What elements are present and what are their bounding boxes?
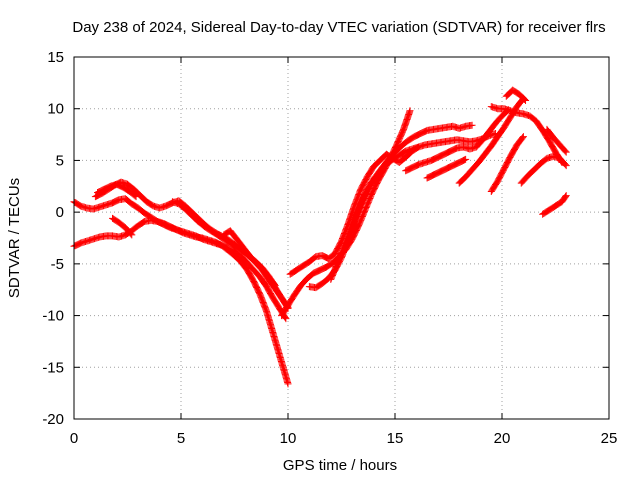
data-point bbox=[406, 107, 414, 115]
x-tick-label: 5 bbox=[177, 430, 185, 447]
x-tick-labels: 0 5 10 15 20 25 bbox=[70, 430, 618, 447]
series-arc-20 bbox=[109, 214, 136, 239]
data-point bbox=[562, 192, 570, 200]
series-arc-17 bbox=[543, 125, 570, 156]
y-tick-label: -20 bbox=[42, 411, 64, 428]
data-point bbox=[462, 155, 470, 163]
data-point bbox=[519, 133, 527, 141]
x-tick-label: 20 bbox=[494, 430, 511, 447]
data-point bbox=[561, 147, 569, 155]
data-point bbox=[127, 230, 135, 238]
series-arc-14 bbox=[487, 133, 527, 195]
y-tick-label: -15 bbox=[42, 359, 64, 376]
series-arc-13 bbox=[487, 103, 566, 166]
chart-title: Day 238 of 2024, Sidereal Day-to-day VTE… bbox=[72, 19, 605, 36]
series-arc-15 bbox=[502, 86, 530, 104]
x-tick-label: 10 bbox=[280, 430, 297, 447]
series-arc-18 bbox=[539, 192, 570, 218]
data-point bbox=[561, 193, 569, 201]
y-tick-label: -10 bbox=[42, 308, 64, 325]
series-arc-11 bbox=[423, 155, 470, 182]
data-point bbox=[562, 148, 570, 156]
y-tick-label: 10 bbox=[47, 101, 64, 118]
data-point bbox=[284, 380, 292, 388]
plot-frame bbox=[73, 56, 610, 420]
data-marks bbox=[70, 86, 570, 388]
x-tick-label: 0 bbox=[70, 430, 78, 447]
y-tick-label: 0 bbox=[56, 204, 64, 221]
series-arc-19 bbox=[94, 180, 140, 201]
y-tick-label: -5 bbox=[51, 256, 64, 273]
series-arc-16 bbox=[517, 152, 570, 187]
x-tick-label: 15 bbox=[387, 430, 404, 447]
data-point bbox=[131, 192, 139, 200]
series-arc-9 bbox=[327, 121, 476, 283]
data-point bbox=[128, 231, 136, 239]
data-point bbox=[282, 315, 290, 323]
data-point bbox=[521, 96, 529, 104]
data-point bbox=[561, 161, 569, 169]
y-tick-label: 5 bbox=[56, 152, 64, 169]
data-point bbox=[519, 134, 527, 142]
x-tick-label: 25 bbox=[601, 430, 618, 447]
x-axis-title: GPS time / hours bbox=[283, 457, 397, 474]
data-point bbox=[522, 96, 530, 104]
series-arc-2 bbox=[70, 216, 292, 388]
series-arc-7 bbox=[286, 143, 423, 278]
data-point bbox=[468, 121, 476, 129]
y-tick-labels: -20 -15 -10 -5 0 5 10 15 bbox=[42, 49, 64, 428]
data-point bbox=[461, 156, 469, 164]
y-tick-label: 15 bbox=[47, 49, 64, 66]
data-point bbox=[281, 314, 289, 322]
data-point bbox=[132, 193, 140, 201]
data-point bbox=[562, 162, 570, 170]
y-axis-title: SDTVAR / TECUs bbox=[6, 178, 23, 298]
